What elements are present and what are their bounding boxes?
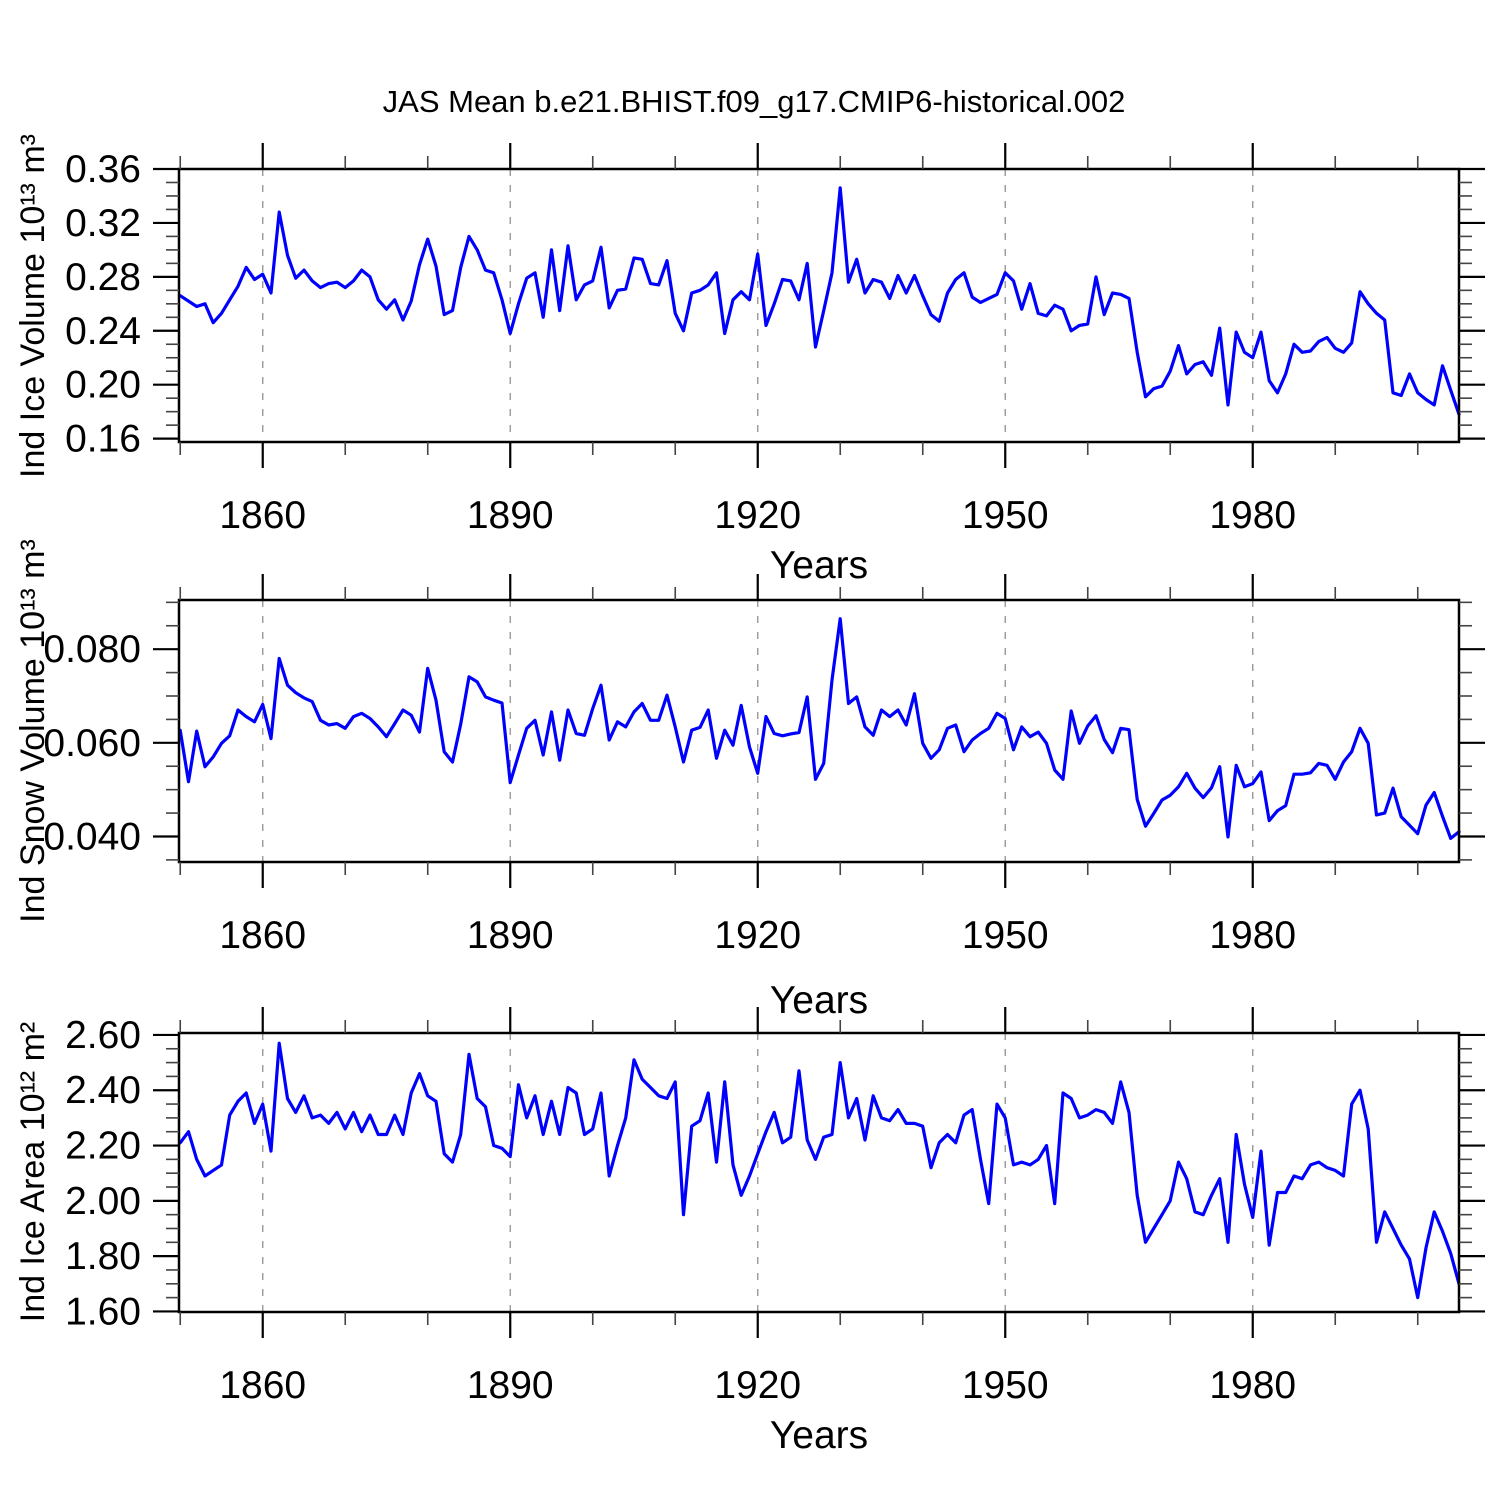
y-tick-label: 0.16 xyxy=(65,418,141,461)
y-tick-label: 0.32 xyxy=(65,202,141,245)
x-tick-label: 1980 xyxy=(1209,914,1296,957)
x-tick-label: 1890 xyxy=(467,914,554,957)
x-axis-title-2: Years xyxy=(770,979,868,1022)
y-axis-title-snow-volume: Ind Snow Volume 10¹³ m³ xyxy=(14,539,52,923)
panel-snow-volume: 1860 1890 1920 1950 1980 0.040 0.060 0.080 Ind … xyxy=(14,539,1485,1022)
y-tick-label: 0.040 xyxy=(43,815,141,858)
plot-area-ice-area: 1860 1890 1920 1950 1980 1.60 1.80 2.00 2.20 2.40… xyxy=(65,1007,1485,1407)
y-tick-label: 1.80 xyxy=(65,1235,141,1278)
plot-area-snow-volume: 1860 1890 1920 1950 1980 0.040 0.060 0.080 xyxy=(43,574,1485,957)
y-tick-label: 2.60 xyxy=(65,1014,141,1057)
x-axis-title-3: Years xyxy=(770,1414,868,1457)
x-tick-label: 1980 xyxy=(1209,1364,1296,1407)
ind-snow-volume-line xyxy=(178,617,1461,841)
y-tick-label: 0.24 xyxy=(65,310,141,353)
y-tick-label: 0.080 xyxy=(43,628,141,671)
panel-ice-area: 1860 1890 1920 1950 1980 1.60 1.80 2.00 2.20 2.40… xyxy=(14,1007,1485,1457)
y-axis-title-ice-volume: Ind Ice Volume 10¹³ m³ xyxy=(14,134,52,478)
ind-ice-volume-line xyxy=(178,186,1461,416)
y-tick-label: 0.20 xyxy=(65,364,141,407)
axis-frame xyxy=(177,1031,1461,1314)
y-tick-label: 0.28 xyxy=(65,256,141,299)
chart-title: JAS Mean b.e21.BHIST.f09_g17.CMIP6-histo… xyxy=(383,84,1126,119)
x-axis-title-1: Years xyxy=(770,544,868,587)
plot-area-ice-volume: 1860 1890 1920 1950 1980 0.16 0.20 0.24 0.28 0.32… xyxy=(65,143,1485,537)
x-tick-label: 1860 xyxy=(219,914,306,957)
x-tick-label: 1920 xyxy=(714,914,801,957)
panel-ice-volume: 1860 1890 1920 1950 1980 0.16 0.20 0.24 0.28 0.32… xyxy=(14,134,1485,587)
x-tick-label: 1950 xyxy=(962,494,1049,537)
y-tick-label: 2.40 xyxy=(65,1069,141,1112)
x-tick-label: 1890 xyxy=(467,494,554,537)
x-tick-label: 1950 xyxy=(962,914,1049,957)
x-tick-label: 1890 xyxy=(467,1364,554,1407)
axis-frame xyxy=(177,167,1461,444)
axis-frame xyxy=(177,598,1461,864)
y-tick-label: 2.00 xyxy=(65,1180,141,1223)
y-tick-label: 0.060 xyxy=(43,722,141,765)
y-tick-label: 2.20 xyxy=(65,1125,141,1168)
x-tick-label: 1980 xyxy=(1209,494,1296,537)
x-tick-label: 1920 xyxy=(714,1364,801,1407)
x-tick-label: 1950 xyxy=(962,1364,1049,1407)
x-tick-label: 1860 xyxy=(219,494,306,537)
x-tick-label: 1860 xyxy=(219,1364,306,1407)
y-tick-label: 1.60 xyxy=(65,1290,141,1333)
x-tick-label: 1920 xyxy=(714,494,801,537)
y-tick-label: 0.36 xyxy=(65,148,141,191)
ind-ice-area-line xyxy=(178,1041,1461,1300)
y-axis-title-ice-area: Ind Ice Area 10¹² m² xyxy=(14,1022,52,1322)
